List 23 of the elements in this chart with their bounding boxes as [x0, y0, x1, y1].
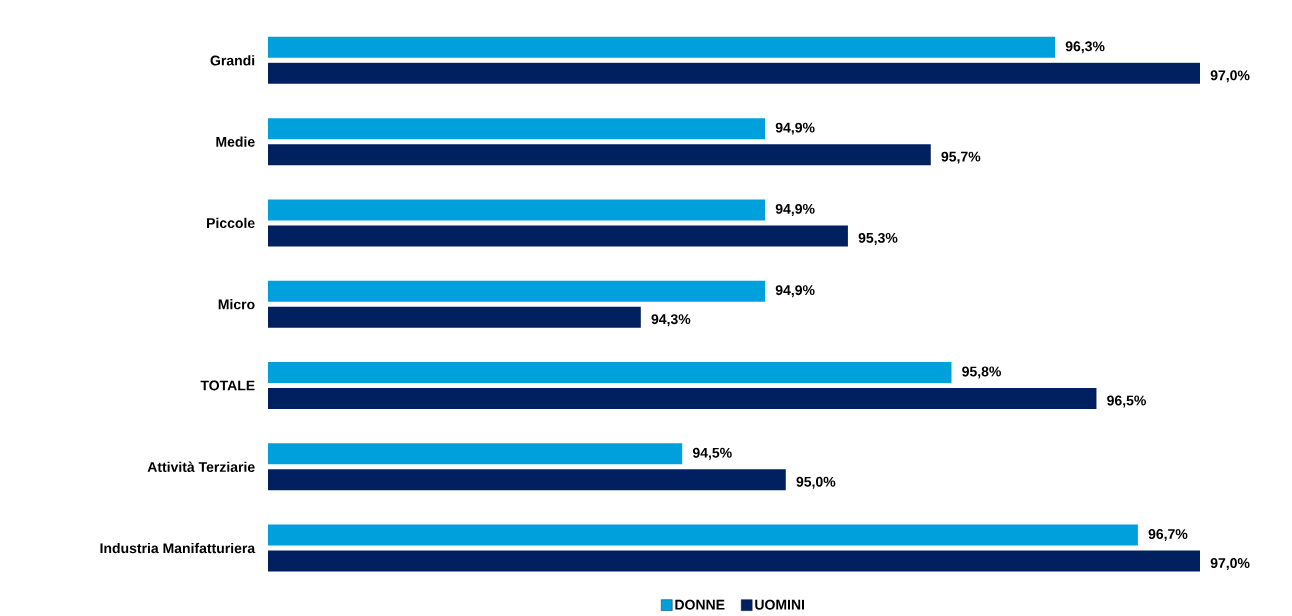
data-label: 94,9%: [775, 285, 815, 298]
data-label: 95,8%: [962, 366, 1001, 379]
data-label: 94,3%: [651, 314, 691, 327]
legend-label: DONNE: [675, 599, 725, 610]
y-tick-label: Piccole: [207, 217, 255, 229]
y-tick-label: Medie: [216, 136, 255, 147]
data-label: 95,0%: [796, 476, 836, 489]
data-label: 97,0%: [1210, 70, 1250, 83]
data-label: 96,7%: [1148, 529, 1188, 542]
legend-label: UOMINI: [755, 599, 805, 610]
data-label: 97,0%: [1210, 558, 1250, 571]
y-tick-label: Grandi: [210, 55, 255, 66]
data-label: 94,5%: [692, 447, 732, 460]
data-label: 94,9%: [775, 203, 815, 216]
y-tick-label: Industria Manifatturiera: [100, 542, 256, 554]
data-label: 94,9%: [775, 122, 815, 135]
y-tick-label: Micro: [218, 299, 255, 310]
data-label: 95,3%: [858, 232, 898, 245]
data-label: 95,7%: [941, 151, 981, 164]
data-label: 96,3%: [1065, 41, 1105, 54]
y-tick-label: Attività Terziarie: [147, 461, 255, 472]
data-label: 96,5%: [1107, 395, 1146, 408]
y-tick-label: TOTALE: [200, 380, 255, 391]
